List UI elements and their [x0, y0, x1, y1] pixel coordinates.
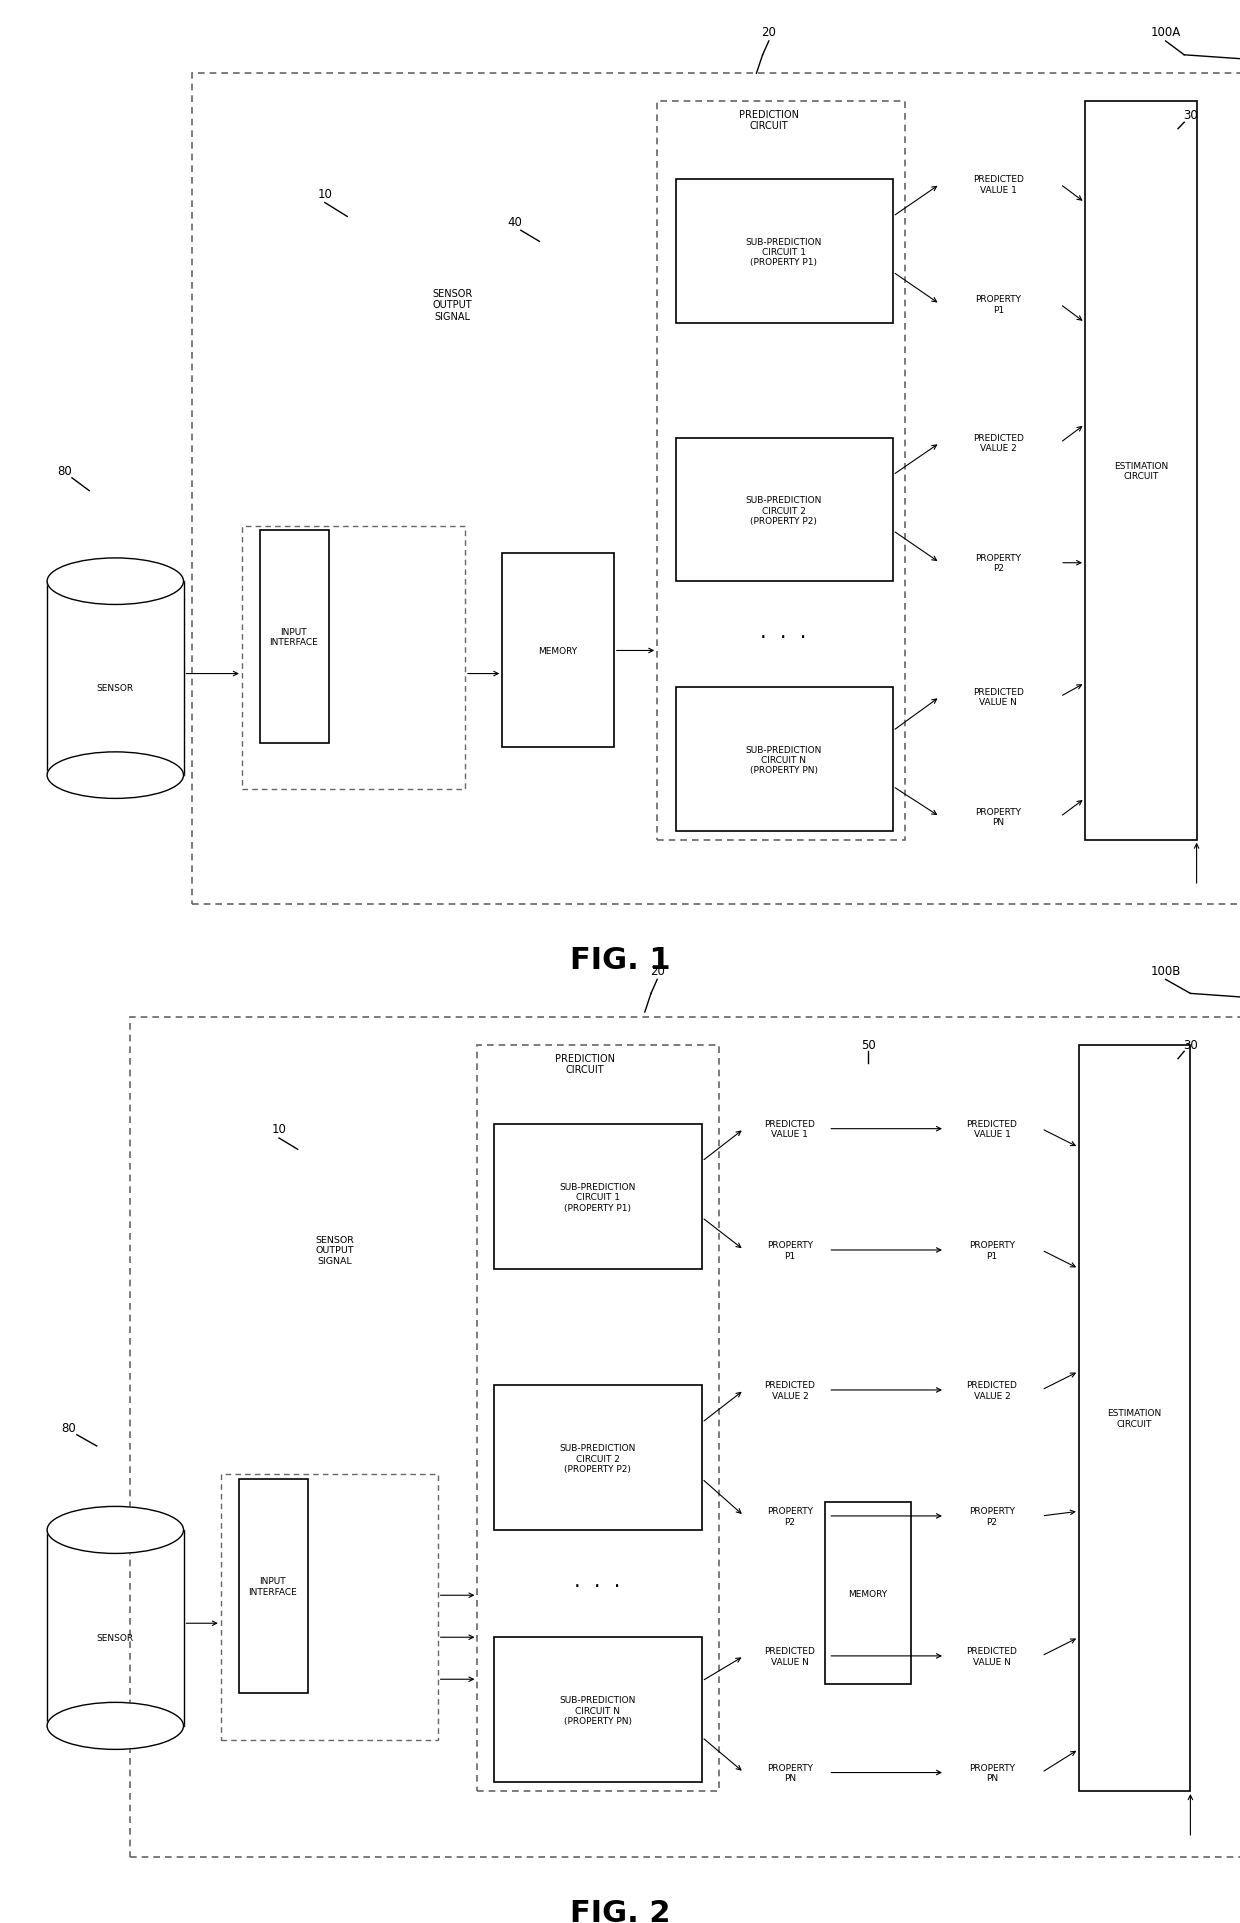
Text: SUB-PREDICTION
CIRCUIT 1
(PROPERTY P1): SUB-PREDICTION CIRCUIT 1 (PROPERTY P1): [559, 1183, 636, 1211]
Text: ·  ·  ·: · · ·: [574, 1577, 621, 1596]
FancyBboxPatch shape: [494, 1636, 702, 1783]
Text: SENSOR: SENSOR: [97, 1633, 134, 1642]
Text: SENSOR
OUTPUT
SIGNAL: SENSOR OUTPUT SIGNAL: [315, 1235, 355, 1265]
Text: SUB-PREDICTION
CIRCUIT 1
(PROPERTY P1): SUB-PREDICTION CIRCUIT 1 (PROPERTY P1): [745, 237, 822, 267]
FancyBboxPatch shape: [676, 438, 893, 583]
Text: PREDICTION
CIRCUIT: PREDICTION CIRCUIT: [556, 1054, 615, 1075]
Text: 100B: 100B: [1151, 963, 1180, 977]
Text: PREDICTED
VALUE 1: PREDICTED VALUE 1: [966, 1119, 1018, 1138]
Text: PREDICTED
VALUE 2: PREDICTED VALUE 2: [764, 1381, 816, 1400]
Text: 10: 10: [272, 1123, 286, 1136]
Text: SUB-PREDICTION
CIRCUIT N
(PROPERTY PN): SUB-PREDICTION CIRCUIT N (PROPERTY PN): [745, 744, 822, 775]
Text: SUB-PREDICTION
CIRCUIT N
(PROPERTY PN): SUB-PREDICTION CIRCUIT N (PROPERTY PN): [559, 1696, 636, 1725]
Text: PROPERTY
P1: PROPERTY P1: [975, 296, 1022, 315]
Text: PREDICTED
VALUE N: PREDICTED VALUE N: [972, 688, 1024, 708]
Text: MEMORY: MEMORY: [848, 1588, 888, 1598]
Text: 80: 80: [61, 1421, 76, 1435]
Text: PROPERTY
P2: PROPERTY P2: [975, 554, 1022, 573]
FancyBboxPatch shape: [260, 531, 329, 744]
Text: PREDICTED
VALUE 2: PREDICTED VALUE 2: [966, 1381, 1018, 1400]
Text: FIG. 1: FIG. 1: [569, 946, 671, 975]
FancyBboxPatch shape: [130, 1017, 1240, 1856]
Text: PROPERTY
PN: PROPERTY PN: [766, 1763, 813, 1783]
Text: 50: 50: [861, 1038, 875, 1052]
Text: FIG. 2: FIG. 2: [569, 1898, 671, 1923]
Text: SENSOR: SENSOR: [97, 683, 134, 692]
Text: INPUT
INTERFACE: INPUT INTERFACE: [269, 627, 319, 646]
Text: ESTIMATION
CIRCUIT: ESTIMATION CIRCUIT: [1107, 1408, 1162, 1429]
Text: 80: 80: [57, 465, 72, 477]
Ellipse shape: [47, 1506, 184, 1554]
Text: 30: 30: [1183, 110, 1198, 123]
Text: PREDICTED
VALUE 1: PREDICTED VALUE 1: [764, 1119, 816, 1138]
Text: PREDICTED
VALUE 1: PREDICTED VALUE 1: [972, 175, 1024, 194]
Text: MEMORY: MEMORY: [538, 646, 578, 656]
FancyBboxPatch shape: [494, 1125, 702, 1269]
Text: PROPERTY
P1: PROPERTY P1: [766, 1240, 813, 1260]
FancyBboxPatch shape: [676, 688, 893, 831]
Ellipse shape: [47, 752, 184, 798]
Text: 30: 30: [1183, 1038, 1198, 1052]
FancyBboxPatch shape: [1085, 102, 1197, 840]
Text: PREDICTION
CIRCUIT: PREDICTION CIRCUIT: [739, 110, 799, 131]
Text: PREDICTED
VALUE N: PREDICTED VALUE N: [966, 1646, 1018, 1665]
Text: SUB-PREDICTION
CIRCUIT 2
(PROPERTY P2): SUB-PREDICTION CIRCUIT 2 (PROPERTY P2): [559, 1444, 636, 1473]
FancyBboxPatch shape: [1079, 1046, 1190, 1792]
Text: PROPERTY
P1: PROPERTY P1: [968, 1240, 1016, 1260]
Text: PREDICTED
VALUE N: PREDICTED VALUE N: [764, 1646, 816, 1665]
Text: 40: 40: [507, 215, 522, 229]
Ellipse shape: [47, 560, 184, 606]
Text: INPUT
INTERFACE: INPUT INTERFACE: [248, 1577, 298, 1596]
Text: 20: 20: [761, 27, 776, 38]
FancyBboxPatch shape: [242, 527, 465, 790]
FancyBboxPatch shape: [657, 102, 905, 840]
FancyBboxPatch shape: [239, 1479, 308, 1694]
FancyBboxPatch shape: [192, 75, 1240, 906]
Text: 10: 10: [317, 188, 332, 200]
FancyBboxPatch shape: [676, 181, 893, 323]
Text: PREDICTED
VALUE 2: PREDICTED VALUE 2: [972, 435, 1024, 454]
Text: 100A: 100A: [1151, 27, 1180, 38]
FancyBboxPatch shape: [477, 1046, 719, 1792]
Text: PROPERTY
PN: PROPERTY PN: [975, 808, 1022, 827]
FancyBboxPatch shape: [494, 1386, 702, 1531]
Text: PROPERTY
P2: PROPERTY P2: [766, 1506, 813, 1525]
Text: ESTIMATION
CIRCUIT: ESTIMATION CIRCUIT: [1114, 462, 1168, 481]
Text: 20: 20: [650, 963, 665, 977]
FancyBboxPatch shape: [825, 1502, 911, 1685]
Text: PROPERTY
P2: PROPERTY P2: [968, 1506, 1016, 1525]
FancyBboxPatch shape: [221, 1475, 438, 1740]
Text: PROPERTY
PN: PROPERTY PN: [968, 1763, 1016, 1783]
Text: SUB-PREDICTION
CIRCUIT 2
(PROPERTY P2): SUB-PREDICTION CIRCUIT 2 (PROPERTY P2): [745, 496, 822, 525]
Ellipse shape: [47, 1702, 184, 1750]
Text: SENSOR
OUTPUT
SIGNAL: SENSOR OUTPUT SIGNAL: [433, 288, 472, 321]
FancyBboxPatch shape: [502, 554, 614, 748]
Text: ·  ·  ·: · · ·: [760, 627, 807, 648]
